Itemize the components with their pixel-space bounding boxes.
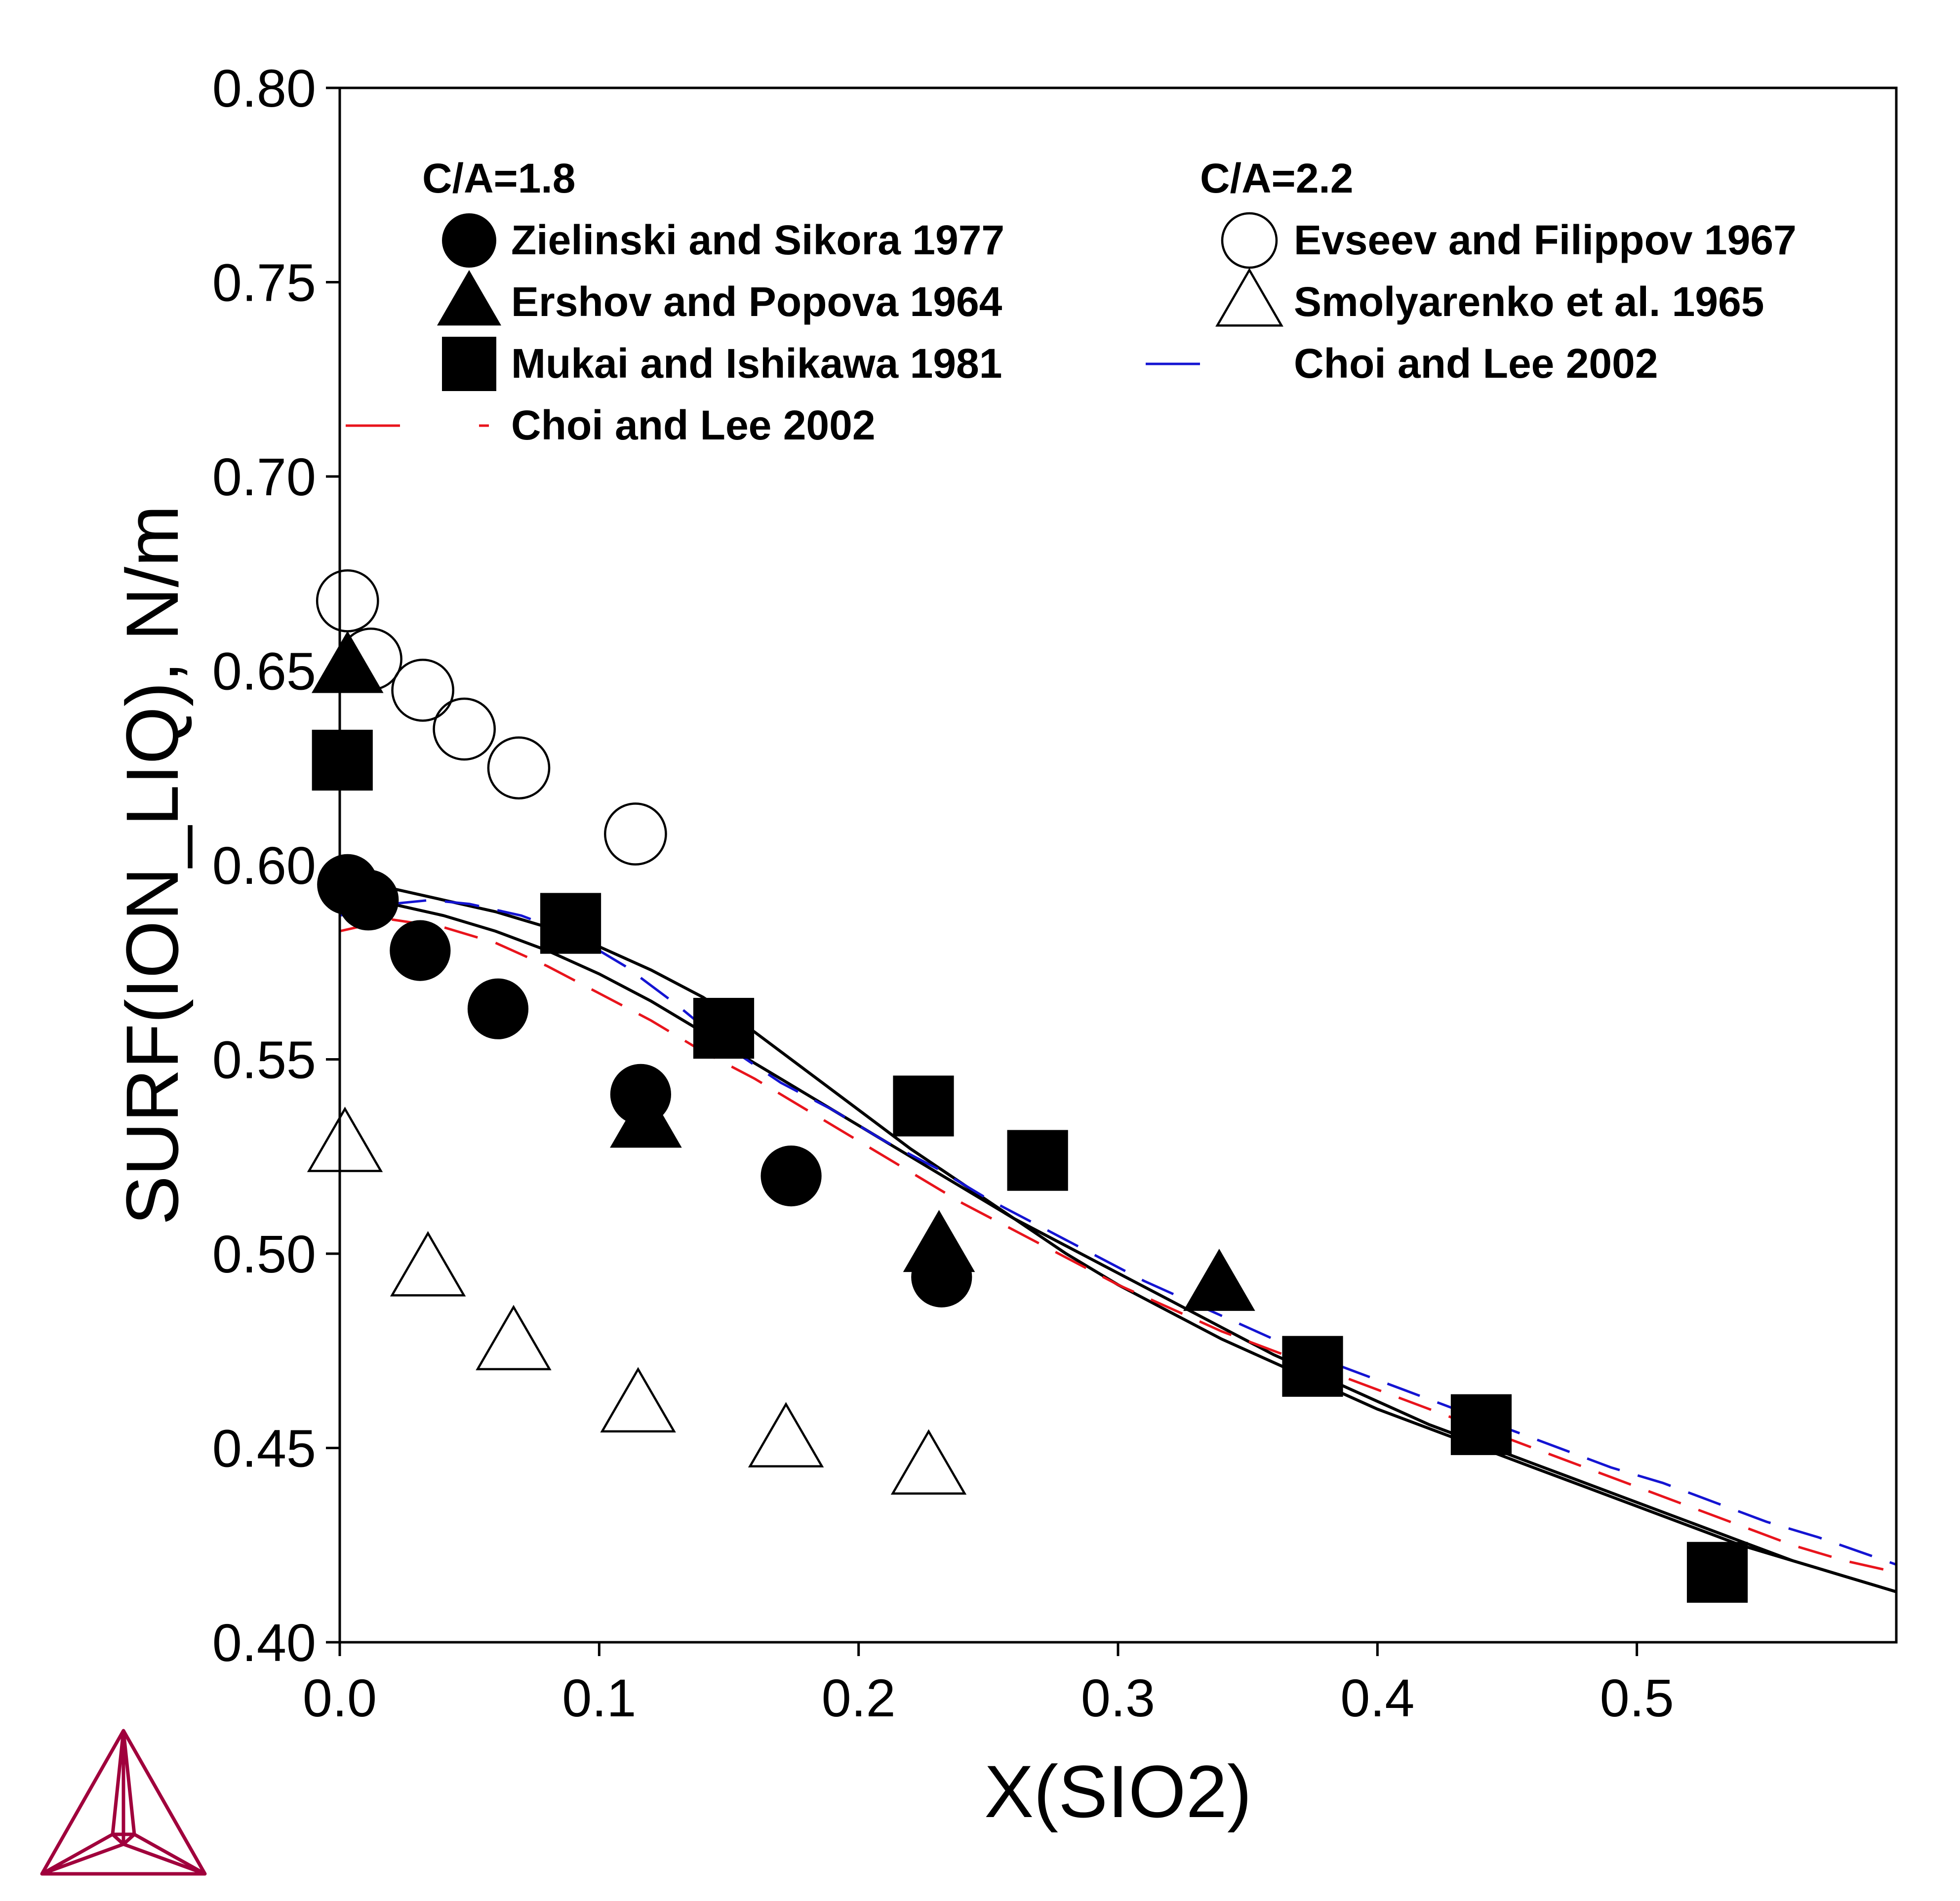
data-point-mukai-and-ishikawa-1981 [1450,1394,1512,1455]
data-point-mukai-and-ishikawa-1981 [693,997,755,1059]
data-point-mukai-and-ishikawa-1981 [1282,1336,1343,1397]
x-tick-label: 0.1 [562,1668,636,1728]
marker-layer [307,569,1748,1603]
x-tick-label: 0.0 [303,1668,377,1728]
legend-entry-label: Choi and Lee 2002 [1294,340,1658,387]
y-tick-label: 0.65 [212,641,316,701]
legend-entry-label: Mukai and Ishikawa 1981 [511,340,1002,387]
data-point-ershov-and-popova-1964 [610,1085,682,1148]
series-line-choi-and-lee-2002-c-a-1-8 [340,918,1896,1574]
legend-marker-swatch [437,270,501,326]
data-point-smolyarenko-et-al-1965 [890,1429,967,1495]
y-tick-label: 0.45 [212,1419,316,1478]
x-axis-label: X(SIO2) [984,1750,1252,1833]
y-tick-label: 0.75 [212,253,316,313]
legend-group-title: C/A=1.8 [422,155,576,201]
data-point-smolyarenko-et-al-1965 [748,1402,824,1467]
y-tick-label: 0.55 [212,1030,316,1090]
data-point-ershov-and-popova-1964 [903,1210,975,1272]
data-point-zielinski-and-sikora-1977 [467,978,529,1039]
data-point-smolyarenko-et-al-1965 [307,1107,383,1172]
y-tick-label: 0.50 [212,1224,316,1284]
x-tick-label: 0.2 [822,1668,896,1728]
legend-marker-swatch [1215,268,1283,327]
x-tick-label: 0.4 [1340,1668,1414,1728]
data-point-mukai-and-ishikawa-1981 [312,729,373,791]
data-point-evseev-and-filippov-1967 [391,659,454,722]
legend-entry-label: Evseev and Filippov 1967 [1294,217,1797,263]
data-point-ershov-and-popova-1964 [1183,1249,1255,1311]
data-point-smolyarenko-et-al-1965 [476,1305,552,1371]
x-axis: 0.0 0.1 0.2 0.3 0.4 0.5 [303,1642,1674,1728]
y-tick-label: 0.70 [212,447,316,507]
data-point-smolyarenko-et-al-1965 [600,1367,676,1433]
legend-marker-swatch [442,337,496,391]
data-point-mukai-and-ishikawa-1981 [1007,1130,1068,1191]
y-axis-label: SURF(ION_LIQ), N/m [111,505,194,1225]
y-axis: 0.40 0.45 0.50 0.55 0.60 0.65 0.70 0.75 0.80 [212,58,340,1672]
model-curve-2 [340,895,1896,1593]
legend-entry-label: Zielinski and Sikora 1977 [511,217,1004,263]
data-point-evseev-and-filippov-1967 [316,569,379,633]
data-point-evseev-and-filippov-1967 [604,802,667,866]
x-tick-label: 0.3 [1081,1668,1155,1728]
data-point-evseev-and-filippov-1967 [433,697,496,761]
data-point-ershov-and-popova-1964 [311,631,384,693]
legend-group-title: C/A=2.2 [1200,155,1354,201]
data-point-mukai-and-ishikawa-1981 [540,893,601,954]
legend: C/A=1.8 C/A=2.2 Zielinski and Sikora 1977 E… [346,155,1797,448]
data-point-evseev-and-filippov-1967 [487,736,551,800]
data-point-zielinski-and-sikora-1977 [338,870,399,931]
y-tick-label: 0.60 [212,835,316,895]
data-point-zielinski-and-sikora-1977 [760,1146,822,1207]
legend-entry-label: Choi and Lee 2002 [511,402,876,448]
data-point-mukai-and-ishikawa-1981 [1686,1542,1748,1603]
legend-marker-swatch [1221,212,1278,269]
y-tick-label: 0.40 [212,1613,316,1672]
y-tick-label: 0.80 [212,58,316,118]
legend-marker-swatch [442,213,496,268]
data-point-mukai-and-ishikawa-1981 [893,1075,954,1137]
legend-entry-label: Smolyarenko et al. 1965 [1294,278,1764,325]
x-tick-label: 0.5 [1600,1668,1674,1728]
data-point-smolyarenko-et-al-1965 [390,1231,466,1297]
legend-entry-label: Ershov and Popova 1964 [511,278,1002,325]
thermo-calc-logo-icon [40,1729,207,1876]
data-point-zielinski-and-sikora-1977 [390,920,451,981]
